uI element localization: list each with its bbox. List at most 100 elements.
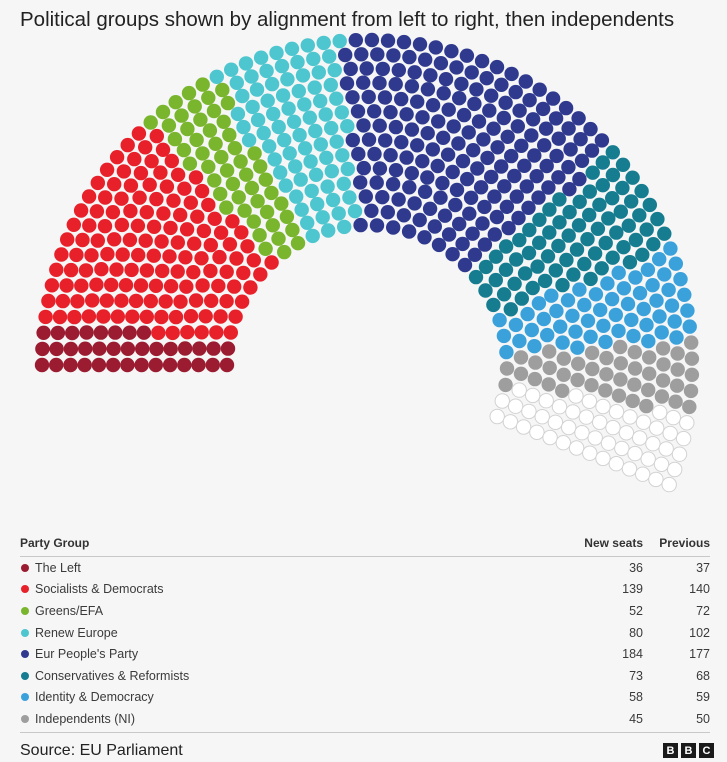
seat-dot: [388, 163, 404, 178]
seat-dot: [536, 311, 551, 327]
seat-dot: [585, 165, 600, 180]
previous-seats-cell: 72: [696, 603, 710, 618]
seat-dot: [399, 150, 414, 165]
seat-dot: [496, 110, 511, 126]
seat-dot: [417, 230, 432, 245]
seat-dot: [440, 147, 456, 162]
seat-dot: [235, 88, 250, 104]
seat-dot: [613, 372, 628, 387]
seat-dot: [684, 335, 699, 350]
seat-dot: [496, 328, 512, 344]
seat-dot: [375, 61, 390, 77]
seat-dot: [148, 357, 163, 373]
seat-dot: [49, 357, 64, 373]
seat-dot: [201, 197, 216, 213]
seat-dot: [319, 150, 334, 165]
seat-dot: [275, 88, 291, 103]
seat-dot: [486, 121, 501, 136]
seat-dot: [682, 399, 697, 415]
seat-dot: [488, 272, 503, 288]
seat-dot: [518, 74, 533, 89]
seat-dot: [222, 237, 238, 252]
seat-dot: [571, 218, 587, 233]
party-name: Renew Europe: [35, 625, 118, 640]
seat-dot: [677, 287, 692, 302]
seat-dot: [673, 272, 688, 287]
seat-unallocated: [600, 435, 617, 451]
seat-dot: [532, 212, 547, 227]
seat-dot: [203, 237, 218, 253]
seat-dot: [131, 247, 146, 263]
seat-dot: [562, 204, 577, 220]
seat-dot: [90, 175, 106, 191]
seat-dot: [587, 246, 603, 261]
seat-dot: [273, 165, 288, 180]
new-seats-cell: 45: [629, 711, 643, 726]
seat-dot: [415, 110, 430, 125]
seat-dot: [611, 265, 626, 280]
seat-dot: [305, 228, 320, 244]
seat-unallocated: [665, 409, 681, 426]
seat-dot: [478, 283, 493, 298]
seat-dot: [449, 60, 464, 75]
seat-dot: [431, 237, 447, 253]
seat-dot: [551, 170, 566, 185]
seat-dot: [569, 242, 585, 257]
seat-dot: [219, 200, 234, 215]
seat-dot: [641, 382, 656, 398]
seat-dot: [625, 170, 640, 185]
seat-dot: [285, 222, 300, 238]
seat-dot: [265, 218, 280, 233]
seat-dot: [188, 170, 204, 185]
seat-dot: [624, 312, 639, 328]
seat-dot: [410, 94, 425, 109]
seat-dot: [350, 104, 366, 119]
seat-dot: [684, 351, 700, 366]
seat-unallocated: [561, 419, 577, 436]
previous-seats-cell: 177: [689, 647, 710, 662]
seat-dot: [654, 389, 670, 404]
seat-dot: [404, 166, 419, 181]
seat-dot: [452, 91, 467, 106]
seat-dot: [194, 325, 209, 340]
seat-dot: [107, 232, 122, 247]
seat-dot: [142, 177, 157, 192]
seat-dot: [159, 179, 175, 194]
seat-dot: [552, 192, 567, 207]
seat-dot: [239, 167, 254, 182]
seat-dot: [70, 294, 85, 309]
seat-dot: [264, 76, 280, 92]
seat-dot: [639, 317, 654, 333]
seat-dot: [114, 217, 130, 233]
seat-dot: [166, 193, 181, 208]
seat-dot: [521, 245, 537, 261]
seat-dot: [522, 93, 537, 108]
seat-dot: [271, 119, 286, 135]
seat-dot: [645, 278, 660, 293]
seat-dot: [412, 37, 428, 52]
seat-dot: [513, 350, 529, 365]
seat-dot: [244, 69, 259, 84]
seat-dot: [574, 153, 590, 168]
seat-dot: [177, 357, 192, 373]
seat-dot: [489, 209, 505, 225]
seat-dot: [441, 102, 456, 117]
header-new-seats: New seats: [584, 536, 643, 550]
seat-dot: [238, 56, 254, 71]
seat-dot: [292, 127, 307, 143]
seat-dot: [661, 282, 676, 298]
seat-dot: [364, 32, 380, 48]
seat-dot: [170, 264, 185, 279]
seat-dot: [264, 185, 279, 201]
seat-dot: [114, 293, 129, 308]
seat-dot: [143, 115, 158, 130]
seat-dot: [194, 251, 209, 266]
party-table: Party Group New seats Previous The Left 3…: [20, 530, 710, 733]
seat-dot: [225, 176, 241, 192]
seat-dot: [430, 158, 445, 174]
seat-dot: [213, 309, 228, 324]
seat-dot: [556, 367, 571, 382]
chart-title: Political groups shown by alignment from…: [20, 8, 675, 31]
seat-dot: [167, 131, 183, 147]
seat-dot: [652, 252, 667, 267]
